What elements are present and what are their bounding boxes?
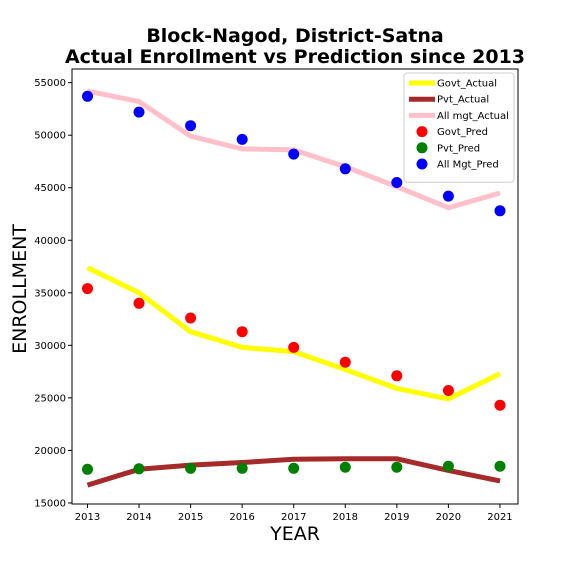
scatter-point-1-2 bbox=[185, 462, 197, 474]
scatter-point-0-8 bbox=[494, 399, 506, 411]
scatter-point-2-3 bbox=[236, 133, 248, 145]
x-tick-label: 2019 bbox=[384, 512, 409, 523]
x-tick-label: 2017 bbox=[281, 512, 306, 523]
plot-frame bbox=[71, 68, 519, 505]
legend-label: All mgt_Actual bbox=[437, 111, 509, 122]
scatter-point-2-6 bbox=[391, 177, 403, 188]
scatter-point-0-3 bbox=[236, 326, 248, 338]
scatter-point-1-5 bbox=[339, 461, 351, 473]
scatter-point-2-7 bbox=[442, 190, 454, 202]
y-tick-label: 15000 bbox=[34, 498, 66, 509]
scatter-point-0-1 bbox=[133, 297, 145, 309]
legend-label: All Mgt_Pred bbox=[437, 160, 499, 171]
scatter-point-1-6 bbox=[391, 461, 403, 473]
y-tick-label: 25000 bbox=[34, 393, 66, 404]
x-tick-label: 2018 bbox=[333, 512, 358, 523]
legend-marker-swatch bbox=[416, 158, 428, 170]
x-tick-label: 2014 bbox=[126, 512, 151, 523]
scatter-point-0-6 bbox=[391, 370, 403, 382]
scatter-point-2-8 bbox=[494, 205, 506, 217]
legend-label: Govt_Actual bbox=[437, 79, 497, 90]
legend-label: Pvt_Actual bbox=[437, 95, 489, 106]
scatter-point-1-1 bbox=[133, 463, 145, 475]
scatter-point-0-7 bbox=[442, 385, 454, 396]
scatter-point-1-4 bbox=[288, 462, 300, 474]
scatter-point-0-0 bbox=[82, 283, 93, 295]
scatter-point-2-2 bbox=[185, 120, 197, 132]
y-tick-label: 20000 bbox=[34, 446, 66, 457]
chart-title-line-2: Actual Enrollment vs Prediction since 20… bbox=[65, 46, 525, 68]
x-axis-label: YEAR bbox=[269, 523, 320, 545]
legend-marker-swatch bbox=[416, 142, 428, 154]
y-axis-label: ENROLLMENT bbox=[9, 224, 31, 354]
y-tick-label: 30000 bbox=[34, 341, 66, 352]
y-tick-label: 35000 bbox=[34, 288, 66, 299]
x-tick-label: 2013 bbox=[75, 512, 100, 523]
scatter-point-1-3 bbox=[236, 462, 248, 474]
scatter-point-0-5 bbox=[339, 356, 351, 368]
scatter-point-1-7 bbox=[442, 460, 454, 472]
scatter-point-2-5 bbox=[339, 163, 351, 175]
scatter-point-2-1 bbox=[133, 106, 145, 118]
x-axis: 2013 2014 2015 2016 2017 2018 2019 2020 2021 bbox=[75, 504, 513, 523]
scatter-point-0-2 bbox=[185, 312, 197, 324]
legend-label: Pvt_Pred bbox=[437, 143, 480, 154]
scatter-point-0-4 bbox=[288, 341, 300, 353]
y-tick-label: 40000 bbox=[34, 236, 66, 247]
x-tick-label: 2016 bbox=[229, 512, 254, 523]
legend: Govt_Actual Pvt_Actual All mgt_Actual Govt_… bbox=[403, 72, 515, 183]
y-tick-label: 55000 bbox=[34, 78, 66, 89]
legend-marker-swatch bbox=[416, 126, 428, 138]
y-tick-label: 45000 bbox=[34, 183, 66, 194]
series-line-1 bbox=[86, 456, 501, 488]
x-tick-label: 2015 bbox=[178, 512, 203, 523]
scatter-point-2-4 bbox=[288, 148, 300, 160]
series-line-0 bbox=[86, 265, 502, 402]
plot-area bbox=[82, 88, 506, 488]
x-tick-label: 2020 bbox=[436, 512, 461, 523]
chart-title-line-1: Block-Nagod, District-Satna bbox=[146, 25, 443, 47]
legend-label: Govt_Pred bbox=[437, 127, 488, 138]
y-axis: 15000 20000 25000 30000 35000 40000 45000 50000… bbox=[34, 78, 72, 509]
scatter-point-1-8 bbox=[494, 460, 506, 472]
x-tick-label: 2021 bbox=[487, 512, 512, 523]
scatter-point-2-0 bbox=[82, 90, 93, 102]
scatter-point-1-0 bbox=[82, 463, 93, 475]
y-tick-label: 50000 bbox=[34, 131, 66, 142]
